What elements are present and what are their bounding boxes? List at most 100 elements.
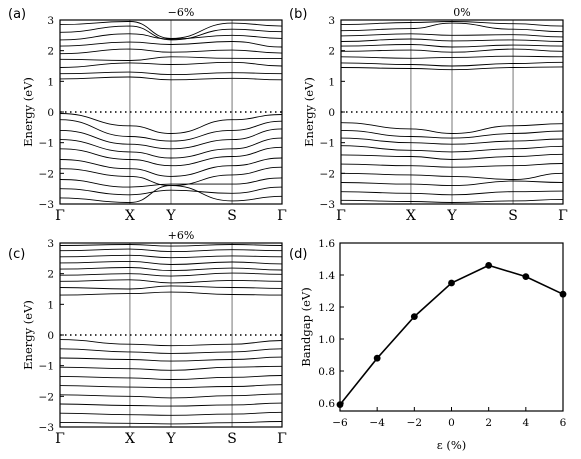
band-line (340, 66, 564, 71)
band-line (340, 129, 564, 139)
panel-label: (d) (289, 247, 307, 262)
band-line (59, 267, 283, 272)
band-line (340, 21, 564, 27)
band-line (59, 260, 283, 265)
k-point-label: Γ (55, 431, 65, 447)
band-line (59, 76, 283, 81)
y-tick-label: 1 (47, 76, 54, 88)
k-point-label: Γ (277, 208, 287, 224)
y-tick-label: 1.4 (318, 270, 335, 282)
y-tick-label: 2 (47, 46, 54, 58)
k-point-label: Y (446, 208, 457, 224)
band-line (340, 122, 564, 134)
band-line (59, 185, 283, 203)
band-line (59, 248, 283, 253)
band-line (59, 285, 283, 290)
y-tick-label: 3 (328, 15, 335, 27)
band-line (59, 279, 283, 284)
y-tick-label: 1 (47, 299, 54, 311)
y-tick-label: 3 (47, 15, 54, 27)
data-point (522, 273, 530, 280)
x-tick-label: 0 (448, 417, 455, 429)
band-line (340, 137, 564, 145)
panel-title: 0% (453, 6, 470, 19)
y-tick-label: −2 (39, 391, 54, 403)
band-line (59, 137, 283, 159)
band-line (59, 33, 283, 41)
x-tick-label: 6 (560, 417, 567, 429)
band-line (340, 33, 564, 38)
x-tick-label: −2 (407, 417, 422, 429)
y-tick-label: −1 (39, 361, 54, 373)
band-line (59, 393, 283, 399)
band-line (340, 145, 564, 153)
data-point (373, 354, 381, 362)
band-line (59, 128, 283, 150)
band-line (59, 21, 283, 39)
data-point (336, 401, 344, 408)
y-tick-label: −3 (320, 199, 335, 211)
x-tick-label: 2 (485, 417, 492, 429)
band-line (340, 48, 564, 53)
band-line (59, 119, 283, 142)
y-tick-label: 1.0 (318, 334, 335, 346)
y-tick-label: −3 (39, 422, 54, 434)
band-line (59, 41, 283, 48)
y-tick-label: 1.2 (318, 302, 335, 314)
y-tick-label: 0.8 (318, 366, 335, 378)
band-line (340, 198, 564, 203)
band-line (59, 25, 283, 41)
band-line (59, 348, 283, 354)
data-point (448, 279, 455, 287)
k-point-label: S (508, 208, 518, 224)
band-line (340, 172, 564, 180)
y-tick-label: 2 (328, 46, 335, 58)
band-line (340, 44, 564, 48)
panel-label: (c) (8, 247, 25, 262)
band-line (59, 254, 283, 259)
panel-label: (b) (289, 7, 307, 22)
band-line (340, 22, 564, 33)
y-tick-label: 0 (328, 107, 335, 119)
k-point-label: X (125, 431, 135, 447)
band-line (59, 186, 283, 196)
y-axis-label: Energy (eV) (21, 300, 35, 370)
band-line (59, 157, 283, 177)
band-line (59, 411, 283, 416)
band-panel: −3 −2 −1 0 1 2 3 Γ X Y S Γ +6% Energy (eV) (21, 229, 287, 447)
k-point-label: Γ (55, 208, 65, 224)
band-line (340, 38, 564, 42)
plot-frame (339, 242, 564, 412)
band-line (59, 291, 283, 296)
panel-title: +6% (168, 229, 195, 242)
band-line (340, 55, 564, 59)
band-line (59, 375, 283, 380)
band-line (59, 71, 283, 76)
y-tick-label: −1 (320, 138, 335, 150)
data-point (485, 262, 493, 269)
band-line (340, 190, 564, 196)
y-tick-label: −3 (39, 199, 54, 211)
y-tick-label: 0 (47, 107, 54, 119)
band-line (59, 146, 283, 167)
y-tick-label: −1 (39, 138, 54, 150)
band-line (59, 113, 283, 134)
band-line (59, 61, 283, 68)
k-point-label: Γ (336, 208, 346, 224)
data-point (410, 313, 418, 320)
data-point (559, 290, 567, 298)
y-axis-label: Bandgap (eV) (299, 287, 313, 366)
x-tick-label: −6 (332, 417, 348, 429)
y-axis-label: Energy (eV) (302, 77, 316, 147)
band-panel: −3 −2 −1 0 1 2 3 Γ X Y S Γ −6% Energy (eV) (21, 6, 287, 224)
band-line (59, 56, 283, 61)
band-line (59, 356, 283, 362)
band-line (59, 421, 283, 425)
k-point-label: S (227, 208, 237, 224)
band-panel: −3 −2 −1 0 1 2 3 Γ X Y S Γ 0% Energy (eV) (302, 6, 568, 224)
band-line (59, 177, 283, 188)
y-axis-label: Energy (eV) (21, 77, 35, 147)
band-line (59, 244, 283, 247)
x-axis-label: ε (%) (437, 438, 467, 452)
